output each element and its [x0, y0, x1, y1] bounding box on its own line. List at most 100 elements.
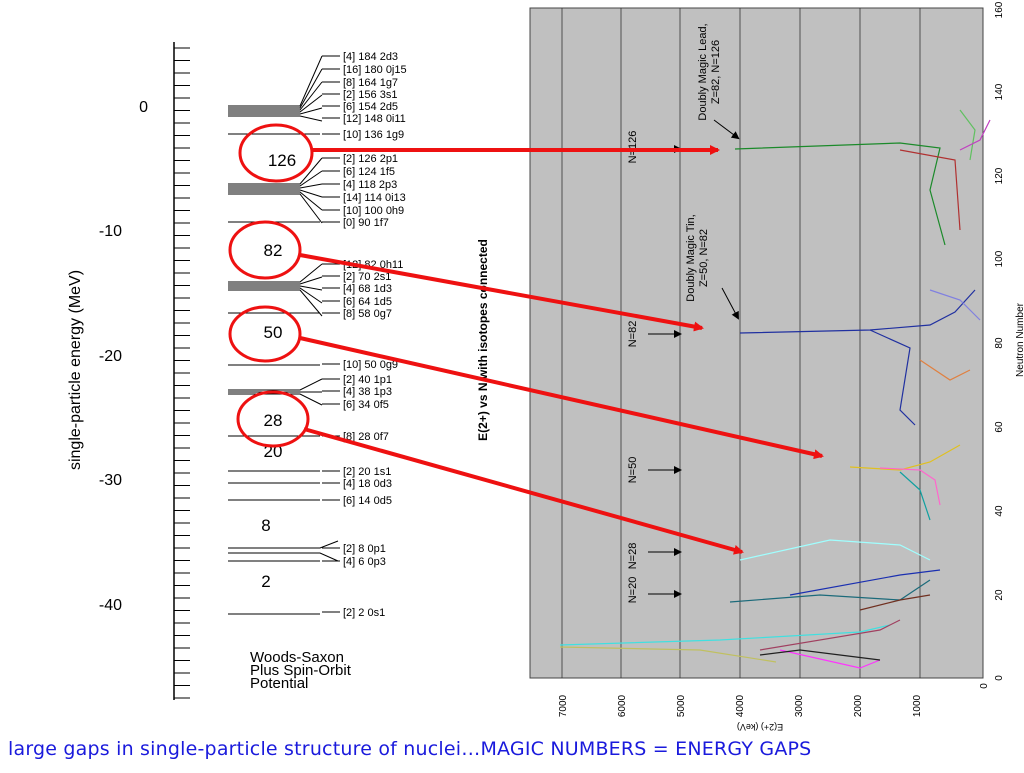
level-label: [12] 82 0h11 [343, 259, 403, 271]
level-diagram: 0 -10 -20 -30 -40 single-particle energy… [67, 42, 407, 700]
shell-marker-n28: N=28 [627, 543, 639, 570]
isotope-curve [899, 149, 961, 231]
energy-tick-label: -40 [99, 597, 122, 614]
shell-marker-n82: N=82 [627, 321, 639, 348]
x-tick-label: 3000 [794, 694, 805, 717]
x-tick-label: 6000 [617, 694, 628, 717]
level-labels: [4] 184 2d3 [16] 180 0j15 [8] 164 1g7 [2… [343, 51, 407, 619]
level-label: [4] 6 0p3 [343, 556, 386, 568]
x-tick-label: 5000 [676, 694, 687, 717]
x-tick-label: 1000 [912, 694, 923, 717]
magic-number-8: 8 [261, 516, 270, 535]
isotope-curve [899, 471, 931, 521]
level-label: [2] 8 0p1 [343, 543, 386, 555]
energy-tick-label: -20 [99, 348, 122, 365]
level-line [228, 170, 323, 187]
isotope-curve [959, 109, 976, 161]
y-tick-label: 160 [994, 1, 1005, 18]
level-line [228, 55, 323, 107]
magic-number-82: 82 [264, 241, 283, 260]
level-label: [6] 34 0f5 [343, 399, 389, 411]
potential-label-line3: Potential [250, 675, 308, 692]
tin-annotation-line1: Doubly Magic Tin, [685, 214, 697, 301]
y-tick-label: 100 [994, 250, 1005, 267]
x-tick-label: 0 [979, 683, 990, 689]
tin-annotation-line2: Z=50, N=82 [698, 229, 710, 287]
isotope-curve [759, 619, 901, 651]
highlight-circle-28 [236, 390, 310, 448]
energy-tick-label: 0 [139, 99, 148, 116]
level-label: [8] 58 0g7 [343, 308, 392, 320]
level-line [228, 191, 323, 211]
chart-title: E(2+) vs N with isotopes connected [476, 239, 490, 441]
potential-label-line1: Woods-Saxon [250, 649, 344, 666]
level-label: [6] 64 1d5 [343, 296, 392, 308]
isotope-curve [734, 142, 946, 246]
magic-number-28: 28 [264, 411, 283, 430]
level-label: [8] 164 1g7 [343, 77, 398, 89]
level-line [228, 183, 323, 189]
level-line [228, 115, 323, 122]
level-label: [2] 70 2s1 [343, 271, 391, 283]
level-label: [4] 184 2d3 [343, 51, 398, 63]
level-line [228, 289, 323, 317]
level-line [228, 157, 323, 185]
isotope-curve [849, 444, 961, 471]
level-line [228, 552, 339, 562]
x-tick-label: 4000 [735, 694, 746, 717]
isotope-curve [959, 119, 991, 151]
magic-number-126: 126 [268, 151, 296, 170]
tin-annotation-arrow [721, 287, 739, 320]
isotope-curve [739, 539, 931, 561]
magic-number-50: 50 [264, 323, 283, 342]
plot-area [529, 7, 984, 679]
level-lines [228, 55, 340, 615]
level-label: [10] 136 1g9 [343, 129, 404, 141]
isotope-curve [859, 594, 931, 611]
level-line [228, 378, 323, 391]
isotope-curve [929, 289, 981, 321]
isotope-curve [559, 646, 777, 663]
level-line [228, 107, 323, 115]
lead-annotation-line2: Z=82, N=126 [710, 40, 722, 104]
potential-label-line2: Plus Spin-Orbit [250, 662, 352, 679]
plot-gridlines [561, 8, 921, 678]
highlight-circle-126 [238, 123, 314, 183]
level-line [228, 540, 339, 549]
y-tick-label: 0 [994, 675, 1005, 681]
level-label: [2] 20 1s1 [343, 466, 391, 478]
isotope-curve [869, 329, 916, 426]
isotope-curve [919, 359, 971, 381]
y-tick-label: 60 [994, 421, 1005, 433]
arrow-50 [299, 336, 824, 460]
slide-caption: large gaps in single-particle structure … [8, 738, 812, 760]
level-label: [4] 118 2p3 [343, 179, 397, 191]
e2-plot: 7000 6000 5000 4000 3000 2000 1000 0 E(2… [476, 1, 1024, 732]
x-tick-label: 2000 [853, 694, 864, 717]
y-tick-label: 120 [994, 167, 1005, 184]
isotope-curve [789, 569, 941, 596]
x-axis-title: E(2+) (keV) [737, 722, 783, 732]
level-line [228, 81, 323, 111]
energy-axis-ticks [174, 47, 190, 699]
magic-number-2: 2 [261, 572, 270, 591]
level-label: [12] 148 0i11 [343, 113, 406, 125]
level-label: [2] 40 1p1 [343, 374, 392, 386]
level-line [228, 68, 323, 109]
level-line [228, 189, 323, 198]
shell-marker-n20: N=20 [627, 577, 639, 604]
y-tick-label: 80 [994, 337, 1005, 349]
level-line [228, 193, 323, 224]
y-axis-title: Neutron Number [1015, 302, 1024, 377]
isotope-curve [559, 624, 891, 646]
isotope-curve [759, 649, 881, 661]
level-line [228, 94, 323, 113]
y-tick-label: 140 [994, 83, 1005, 100]
arrow-28 [303, 427, 744, 555]
y-tick-label: 40 [994, 505, 1005, 517]
highlight-circle-50 [228, 305, 302, 363]
level-line [228, 393, 323, 406]
level-label: [2] 126 2p1 [343, 153, 398, 165]
